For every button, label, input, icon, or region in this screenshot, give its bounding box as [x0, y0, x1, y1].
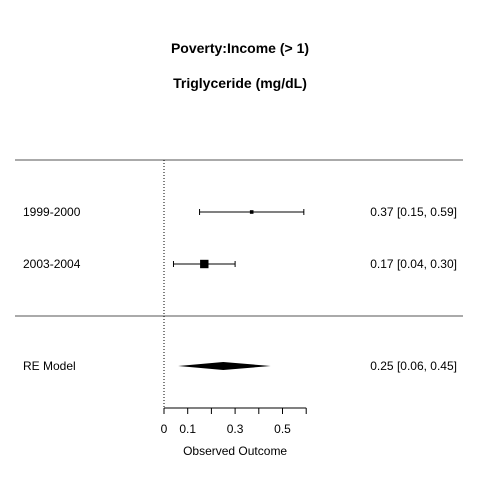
- estimate-text: 0.37 [0.15, 0.59]: [370, 205, 457, 219]
- summary-estimate-text: 0.25 [0.06, 0.45]: [370, 359, 457, 373]
- x-tick-label: 0.3: [227, 422, 244, 436]
- study-label: 1999-2000: [23, 205, 81, 219]
- summary-label: RE Model: [23, 359, 76, 373]
- x-tick-label: 0.5: [274, 422, 291, 436]
- estimate-text: 0.17 [0.04, 0.30]: [370, 257, 457, 271]
- chart-subtitle: Triglyceride (mg/dL): [173, 75, 307, 91]
- point-estimate: [249, 210, 254, 214]
- x-tick-label: 0.1: [179, 422, 196, 436]
- study-label: 2003-2004: [23, 257, 81, 271]
- summary-diamond: [178, 362, 271, 370]
- chart-title: Poverty:Income (> 1): [170, 40, 310, 56]
- x-tick-label: 0: [161, 422, 168, 436]
- x-axis-label: Observed Outcome: [183, 444, 287, 458]
- point-estimate: [200, 259, 209, 269]
